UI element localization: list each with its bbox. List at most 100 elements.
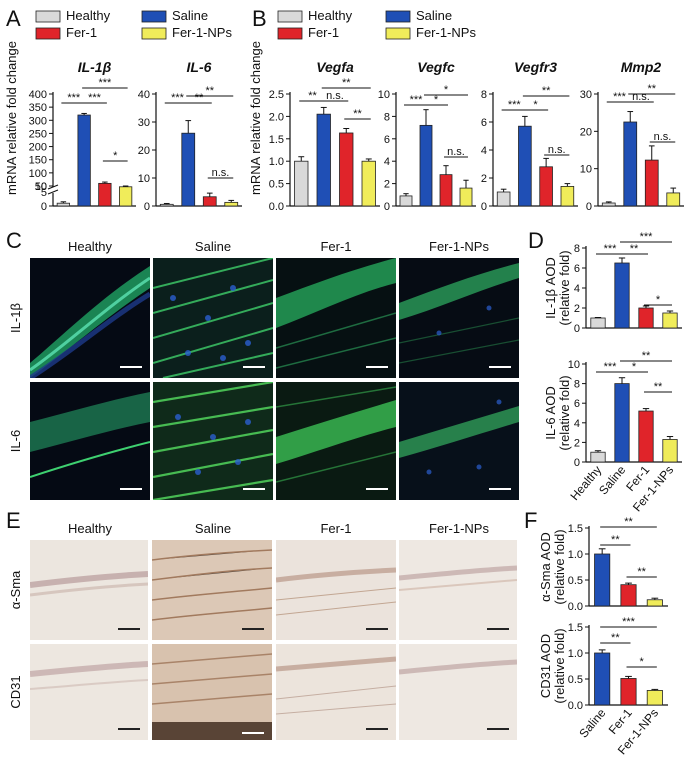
y-tick-label: 0.5 (568, 575, 583, 587)
scale-bar (118, 628, 140, 630)
bar (77, 114, 91, 207)
bar (638, 307, 654, 329)
significance-label: ** (624, 516, 633, 528)
scale-bar (118, 728, 140, 730)
y-tick-label: 0.5 (568, 674, 583, 686)
bar (518, 125, 532, 207)
y-tick-label: 2 (574, 437, 580, 449)
bar (594, 553, 611, 607)
y-axis-label: IL-1β AOD (543, 257, 558, 319)
y-tick-label: 0.0 (568, 601, 583, 613)
bar (644, 159, 659, 207)
y-tick-label: 8 (574, 243, 580, 255)
y-axis-label: α-Sma AOD (538, 532, 553, 602)
y-tick-label: 2.5 (269, 89, 284, 101)
significance-label: *** (410, 94, 424, 106)
y-axis-label: (relative fold) (557, 375, 572, 450)
scale-bar (366, 488, 388, 490)
scale-bar (366, 628, 388, 630)
y-tick-label: 6 (384, 134, 390, 146)
significance-label: * (640, 656, 645, 668)
bar (98, 182, 112, 207)
bar (316, 113, 331, 207)
significance-label: *** (171, 92, 185, 104)
bar (202, 196, 217, 207)
bar (361, 160, 376, 207)
y-tick-label: 50 (35, 181, 47, 193)
scale-bar (242, 732, 264, 734)
y-tick-label: 4 (384, 156, 390, 168)
y-tick-label: 1.5 (568, 523, 583, 535)
y-tick-label: 0 (41, 201, 47, 213)
significance-label: ** (542, 85, 551, 97)
bar (419, 124, 433, 207)
scale-bar (242, 628, 264, 630)
bar (623, 121, 638, 207)
y-tick-label: 350 (29, 102, 47, 114)
ihc-img-healthy-asma (30, 540, 148, 640)
bar (620, 584, 637, 607)
significance-label: ** (647, 83, 656, 95)
bar (224, 201, 239, 207)
significance-label: n.s. (326, 90, 344, 102)
bar (601, 202, 616, 207)
scale-bar (366, 366, 388, 368)
bar (539, 166, 553, 207)
y-tick-label: 30 (138, 117, 150, 129)
fluor-img-healthy-il1b (30, 258, 150, 378)
significance-label: *** (604, 243, 618, 255)
y-tick-label: 0 (574, 323, 580, 335)
y-tick-label: 20 (580, 126, 592, 138)
y-axis-label: IL-6 AOD (543, 386, 558, 439)
panel-letter-a: A (6, 6, 21, 31)
legend-swatch (35, 10, 61, 23)
bar (459, 187, 473, 207)
bar (638, 410, 654, 463)
significance-label: ** (630, 243, 639, 255)
y-tick-label: 6 (574, 263, 580, 275)
y-tick-label: 1.5 (568, 622, 583, 634)
y-tick-label: 6 (574, 398, 580, 410)
bar (119, 186, 133, 207)
bar (56, 202, 71, 207)
significance-label: n.s. (654, 131, 672, 143)
y-tick-label: 4 (574, 283, 580, 295)
micro-column-label: Fer-1 (320, 521, 351, 536)
significance-label: * (656, 294, 661, 306)
ihc-img-saline-asma (152, 540, 272, 640)
legend-swatch (141, 27, 167, 40)
scale-bar (366, 728, 388, 730)
scale-bar (120, 366, 142, 368)
y-tick-label: 8 (384, 111, 390, 123)
legend-entry: Fer-1-NPs (172, 25, 232, 40)
micro-column-label: Healthy (68, 239, 113, 254)
fluor-img-saline-il6 (153, 382, 273, 500)
significance-label: ** (308, 90, 317, 102)
y-tick-label: 10 (568, 359, 580, 371)
significance-label: * (434, 94, 439, 106)
micro-column-label: Saline (195, 521, 231, 536)
fluor-img-fer1nps-il1b (399, 258, 519, 378)
micro-column-label: Saline (195, 239, 231, 254)
bar (590, 451, 606, 463)
bar (439, 174, 453, 207)
significance-label: ** (342, 77, 351, 89)
fluor-img-healthy-il6 (30, 382, 150, 500)
axis-break-gap (48, 187, 58, 193)
y-axis-label: CD31 AOD (538, 634, 553, 698)
y-tick-label: 10 (35, 181, 47, 193)
fluor-img-fer1-il6 (276, 382, 396, 500)
y-tick-label: 8 (574, 379, 580, 391)
significance-label: *** (604, 361, 618, 373)
panel-letter-d: D (528, 228, 544, 253)
y-tick-label: 20 (138, 145, 150, 157)
y-tick-label: 0.0 (269, 201, 284, 213)
ihc-img-fer1-asma (276, 540, 396, 640)
y-tick-label: 1.0 (568, 549, 583, 561)
chart-title: IL-1β (78, 59, 112, 75)
y-tick-label: 0 (574, 457, 580, 469)
scale-bar (489, 488, 511, 490)
bar (620, 678, 637, 706)
y-tick-label: 10 (378, 89, 390, 101)
significance-label: *** (67, 92, 81, 104)
